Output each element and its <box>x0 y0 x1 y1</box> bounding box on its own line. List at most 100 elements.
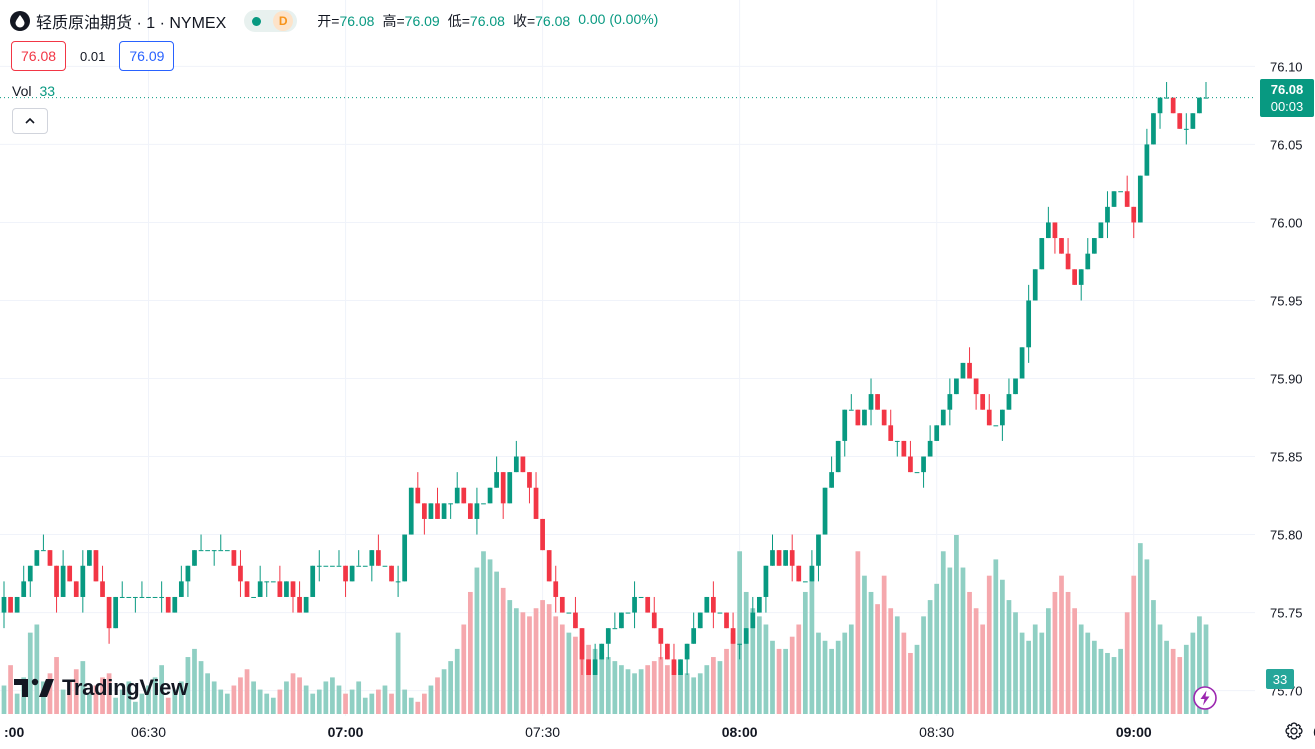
candle-body <box>921 456 926 473</box>
volume-bar <box>658 657 664 714</box>
ohlc-values: 开=76.08 高=76.09 低=76.08 收=76.08 0.00 (0.… <box>317 11 658 31</box>
volume-bar <box>1039 632 1045 714</box>
tradingview-logo[interactable]: TradingView <box>14 675 188 701</box>
candle-body <box>1111 191 1117 207</box>
x-tick-label: 09:00 <box>1116 724 1152 740</box>
candle-body <box>835 440 841 473</box>
volume-bar <box>277 689 283 714</box>
live-dot-icon <box>252 16 262 26</box>
candle-body <box>481 503 486 505</box>
candle-body <box>756 596 762 613</box>
volume-bar <box>422 693 427 714</box>
candle-body <box>940 409 946 426</box>
volume-bar <box>41 681 46 714</box>
volume-bar <box>159 665 165 714</box>
lightning-icon[interactable] <box>1192 685 1218 711</box>
volume-bar <box>743 591 749 714</box>
collapse-legend-button[interactable] <box>12 108 48 134</box>
candle-body <box>251 596 256 598</box>
candle-body <box>743 628 749 644</box>
candle-body <box>592 659 598 675</box>
volume-bar <box>1124 612 1130 714</box>
candle-body <box>297 596 302 613</box>
candle-body <box>908 456 913 473</box>
volume-bar <box>1006 600 1012 714</box>
candle-body <box>1137 175 1143 223</box>
candle-body <box>770 550 775 566</box>
candle-body <box>947 394 953 410</box>
buy-price-button[interactable]: 76.09 <box>119 41 175 71</box>
candle-body <box>934 425 940 441</box>
volume-bar <box>494 571 499 714</box>
volume-bar <box>100 677 105 714</box>
oil-drop-icon[interactable] <box>10 11 30 31</box>
volume-bar <box>980 624 986 714</box>
candle-body <box>1052 222 1058 239</box>
volume-bar <box>881 575 887 714</box>
x-tick-label: 06:30 <box>131 724 166 740</box>
candle-body <box>34 550 40 566</box>
volume-bar <box>855 551 861 714</box>
volume-bar <box>80 661 86 714</box>
candle-body <box>1078 269 1084 285</box>
candle-body <box>599 643 605 660</box>
x-tick-label: 07:00 <box>328 724 364 740</box>
volume-bar <box>934 583 940 714</box>
candle-body <box>474 503 480 519</box>
volume-bar <box>67 681 73 714</box>
candle-body <box>54 565 59 597</box>
volume-bar <box>1131 575 1137 714</box>
volume-bar <box>211 681 217 714</box>
volume-bar <box>474 567 480 714</box>
volume-bar <box>960 567 966 714</box>
candle-body <box>218 550 224 552</box>
volume-bar <box>724 648 729 714</box>
tradingview-logo-icon <box>14 678 54 697</box>
volume-bar <box>316 689 322 714</box>
candle-body <box>1032 269 1038 301</box>
volume-bar <box>1072 608 1077 714</box>
y-tick-label: 76.05 <box>1270 137 1303 152</box>
volume-bar <box>802 591 808 714</box>
volume-bar <box>1203 624 1209 714</box>
trade-panel: 76.08 0.01 76.09 <box>11 41 175 71</box>
volume-bar <box>665 665 670 714</box>
x-tick-label: :00 <box>4 724 24 740</box>
volume-bar <box>625 669 631 714</box>
candle-body <box>316 565 322 567</box>
volume-bar <box>1137 543 1143 714</box>
gear-icon[interactable] <box>1283 720 1305 742</box>
ohlc-change: 0.00 (0.00%) <box>578 11 659 27</box>
candle-body <box>730 628 736 644</box>
candle-body <box>625 612 631 614</box>
candle-body <box>586 659 591 675</box>
volume-bar <box>389 693 394 714</box>
candle-body <box>1124 191 1130 207</box>
volume-bar <box>1085 632 1091 714</box>
chevron-up-icon <box>25 117 35 124</box>
candle-body <box>303 596 309 613</box>
volume-bar <box>697 673 703 714</box>
candle-body <box>533 487 539 519</box>
volume-bar <box>1000 579 1005 714</box>
candle-body <box>310 565 316 597</box>
volume-bar <box>270 697 276 714</box>
candle-body <box>967 362 972 379</box>
volume-bar <box>172 689 178 714</box>
candle-body <box>888 425 894 441</box>
volume-bar <box>330 677 335 714</box>
interval-badge[interactable]: D <box>273 11 294 31</box>
candle-body <box>1085 253 1091 270</box>
volume-bar <box>809 567 815 714</box>
candle-body <box>763 565 769 597</box>
last-price-value: 76.08 <box>1270 82 1304 97</box>
volume-bar <box>178 681 184 714</box>
sell-price-button[interactable]: 76.08 <box>11 41 67 71</box>
market-status-pill[interactable]: D <box>244 10 298 32</box>
volume-bar <box>573 636 578 714</box>
candle-body <box>454 487 460 504</box>
candle-body <box>146 596 151 598</box>
volume-legend[interactable]: Vol 33 <box>12 83 55 99</box>
symbol-title[interactable]: 轻质原油期货 · 1 · NYMEX <box>36 15 227 32</box>
